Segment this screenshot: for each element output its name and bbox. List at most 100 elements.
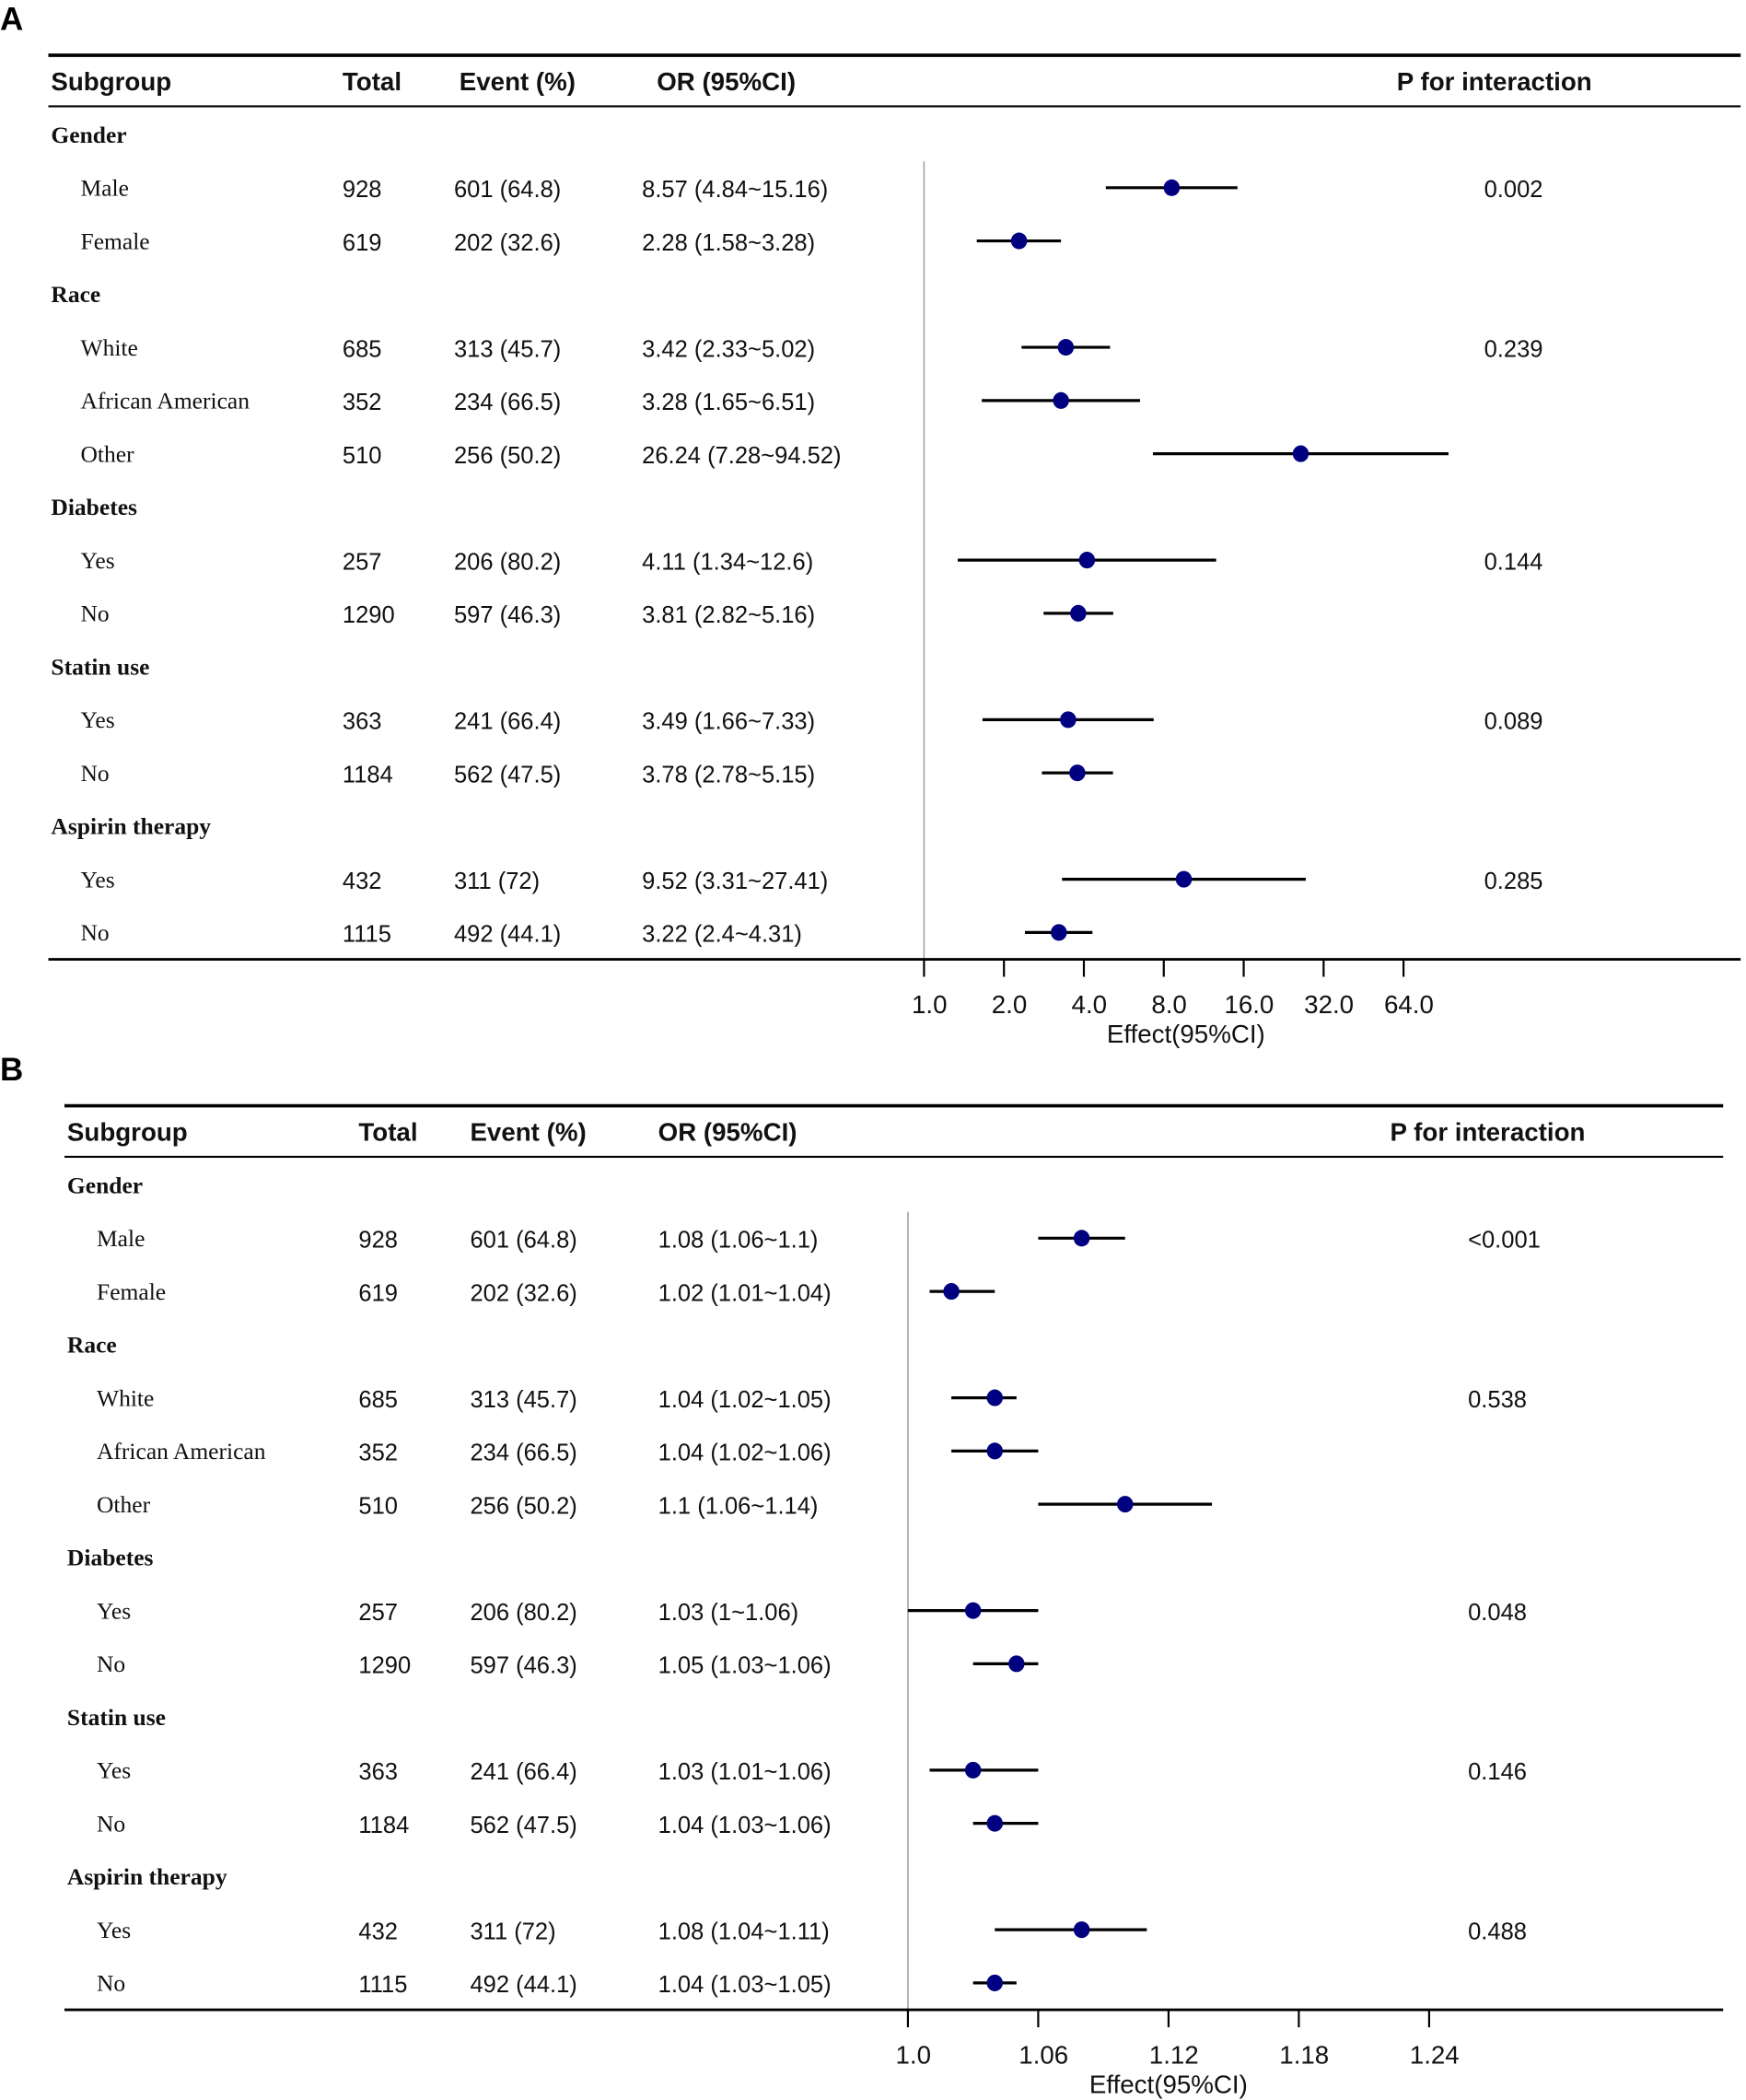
header-total: Total	[358, 1117, 417, 1146]
event-value: 597 (46.3)	[470, 1653, 576, 1679]
or-ci-value: 1.03 (1.01~1.06)	[658, 1759, 832, 1785]
table-row: Male 928 601 (64.8) 1.08 (1.06~1.1) <0.001	[97, 1225, 1541, 1253]
point-estimate	[986, 1814, 1004, 1832]
event-value: 241 (66.4)	[470, 1759, 576, 1785]
point-estimate	[1057, 339, 1075, 356]
event-value: 601 (64.8)	[470, 1228, 576, 1254]
table-row: No 1290 597 (46.3) 3.81 (2.82~5.16)	[81, 601, 1113, 628]
table-row: No 1184 562 (47.5) 3.78 (2.78~5.15)	[81, 760, 1113, 788]
group-label: Gender	[51, 122, 126, 148]
table-row: Other 510 256 (50.2) 26.24 (7.28~94.52)	[81, 440, 1449, 469]
table-row: No 1115 492 (44.1) 1.04 (1.03~1.05)	[97, 1970, 1017, 1998]
subgroup-label: No	[97, 1810, 125, 1837]
table-row: Male 928 601 (64.8) 8.57 (4.84~15.16) 0.002	[81, 175, 1543, 203]
event-value: 256 (50.2)	[470, 1493, 576, 1519]
or-ci-value: 3.81 (2.82~5.16)	[642, 602, 815, 628]
panel-b: B Subgroup Total Event (%) OR (95%CI) P for i…	[0, 1052, 1724, 2098]
table-row: Yes 432 311 (72) 1.08 (1.04~1.11) 0.488	[97, 1917, 1527, 1944]
event-value: 597 (46.3)	[454, 602, 561, 628]
total-value: 928	[343, 177, 382, 203]
point-estimate	[1292, 445, 1310, 462]
header-or: OR (95%CI)	[658, 1117, 797, 1146]
total-value: 352	[358, 1441, 398, 1466]
point-estimate	[1060, 711, 1077, 729]
point-estimate	[1078, 552, 1096, 569]
total-value: 928	[358, 1228, 398, 1254]
group-label: Diabetes	[51, 494, 137, 520]
total-value: 363	[358, 1759, 398, 1785]
point-estimate	[943, 1283, 960, 1301]
point-estimate	[1073, 1230, 1090, 1247]
x-tick-label: 1.18	[1279, 2040, 1329, 2069]
event-value: 202 (32.6)	[454, 230, 561, 256]
table-row: Other 510 256 (50.2) 1.1 (1.06~1.14)	[97, 1491, 1213, 1519]
group-label: Aspirin therapy	[51, 813, 211, 840]
event-value: 234 (66.5)	[470, 1441, 576, 1466]
p-interaction-value: 0.239	[1484, 336, 1543, 362]
subgroup-label: Other	[81, 440, 135, 467]
total-value: 1115	[358, 1972, 407, 1998]
header-p-interaction: P for interaction	[1391, 1117, 1586, 1146]
total-value: 1184	[358, 1813, 409, 1838]
event-value: 313 (45.7)	[470, 1387, 576, 1413]
event-value: 241 (66.4)	[454, 709, 561, 735]
point-estimate	[964, 1761, 982, 1779]
panel-a: A Subgroup Total Event (%) OR (95%CI) P for i…	[0, 1, 1741, 1048]
subgroup-label: Male	[81, 175, 129, 202]
event-value: 206 (80.2)	[470, 1600, 576, 1626]
p-interaction-value: 0.146	[1468, 1759, 1527, 1785]
or-ci-value: 1.04 (1.02~1.06)	[658, 1441, 832, 1466]
event-value: 562 (47.5)	[454, 762, 561, 788]
subgroup-label: Yes	[97, 1917, 131, 1943]
subgroup-label: No	[97, 1970, 125, 1997]
or-ci-value: 4.11 (1.34~12.6)	[642, 549, 813, 575]
point-estimate	[1051, 924, 1067, 941]
point-estimate	[1117, 1496, 1134, 1513]
or-ci-value: 1.08 (1.06~1.1)	[658, 1228, 819, 1254]
subgroup-label: White	[97, 1384, 154, 1411]
table-row: Yes 257 206 (80.2) 1.03 (1~1.06) 0.048	[97, 1597, 1527, 1625]
total-value: 685	[358, 1387, 398, 1413]
x-tick-label: 4.0	[1072, 990, 1108, 1019]
table-row: Yes 257 206 (80.2) 4.11 (1.34~12.6) 0.144	[81, 547, 1543, 575]
or-ci-value: 1.04 (1.03~1.05)	[658, 1972, 832, 1998]
subgroup-label: Other	[97, 1491, 151, 1518]
subgroup-label: No	[81, 760, 110, 787]
x-tick-label: 1.0	[895, 2040, 931, 2069]
event-value: 311 (72)	[454, 869, 540, 894]
or-ci-value: 3.78 (2.78~5.15)	[642, 762, 815, 788]
point-estimate	[964, 1602, 982, 1619]
total-value: 1115	[343, 922, 391, 948]
group-label: Race	[51, 281, 100, 308]
header-or: OR (95%CI)	[657, 67, 796, 96]
subgroup-label: White	[81, 334, 138, 361]
event-value: 492 (44.1)	[454, 922, 561, 948]
p-interaction-value: 0.002	[1484, 177, 1543, 203]
total-value: 619	[343, 230, 382, 256]
or-ci-value: 26.24 (7.28~94.52)	[642, 443, 841, 469]
subgroup-label: No	[81, 601, 110, 627]
point-estimate	[1070, 604, 1087, 622]
event-value: 234 (66.5)	[454, 390, 561, 415]
x-axis-title: Effect(95%CI)	[1089, 2070, 1248, 2098]
header-total: Total	[343, 67, 402, 96]
subgroup-label: African American	[97, 1438, 266, 1464]
subgroup-label: Yes	[97, 1757, 131, 1784]
or-ci-value: 8.57 (4.84~15.16)	[642, 177, 828, 203]
header-subgroup: Subgroup	[51, 67, 171, 96]
x-tick-label: 32.0	[1304, 990, 1354, 1019]
table-row: No 1115 492 (44.1) 3.22 (2.4~4.31)	[81, 919, 1093, 948]
event-value: 601 (64.8)	[454, 177, 561, 203]
table-row: Yes 432 311 (72) 9.52 (3.31~27.41) 0.285	[81, 866, 1543, 893]
event-value: 311 (72)	[470, 1919, 555, 1944]
p-interaction-value: 0.089	[1484, 709, 1543, 735]
or-ci-value: 1.1 (1.06~1.14)	[658, 1493, 819, 1519]
point-estimate	[1073, 1921, 1090, 1939]
total-value: 1290	[358, 1653, 411, 1679]
header-subgroup: Subgroup	[67, 1117, 188, 1146]
group-label: Gender	[67, 1172, 143, 1198]
point-estimate	[986, 1442, 1004, 1460]
or-ci-value: 1.03 (1~1.06)	[658, 1600, 799, 1626]
point-estimate	[1010, 232, 1028, 250]
x-tick-label: 16.0	[1224, 990, 1274, 1019]
